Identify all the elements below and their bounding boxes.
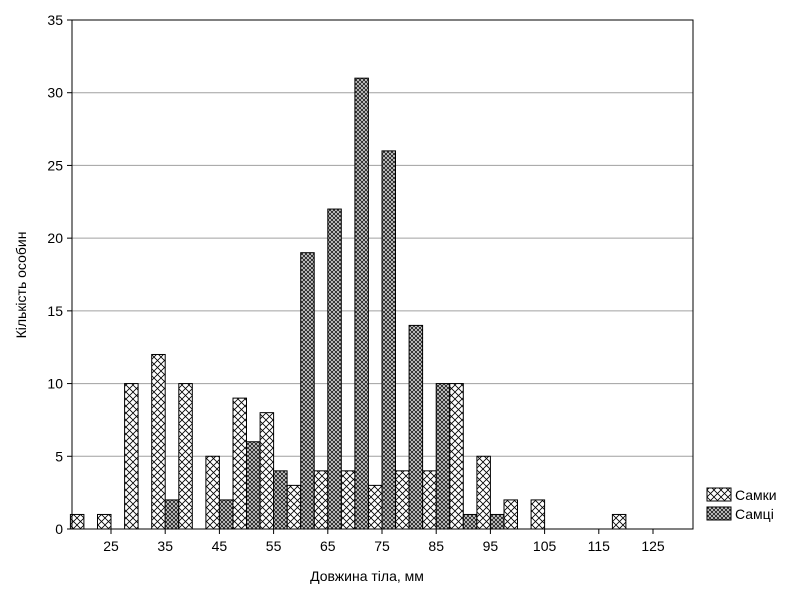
- x-tick-label: 85: [428, 538, 444, 554]
- x-tick-label: 105: [533, 538, 557, 554]
- y-tick-label: 5: [55, 448, 63, 464]
- bar-females: [395, 470, 410, 530]
- x-tick-label: 95: [483, 538, 499, 554]
- bar-males: [354, 77, 369, 530]
- bar-males: [327, 208, 342, 530]
- legend: Самки Самці: [706, 487, 777, 522]
- bar-females: [286, 484, 302, 530]
- x-tick-label: 125: [641, 538, 665, 554]
- bar-males: [408, 324, 424, 530]
- bar-males: [462, 513, 478, 530]
- bar-males: [218, 499, 234, 530]
- bar-females: [449, 383, 464, 530]
- bar-males: [381, 150, 396, 530]
- y-tick-label: 30: [47, 85, 63, 101]
- x-tick-label: 115: [588, 538, 611, 554]
- bar-females: [151, 353, 166, 530]
- bar-females: [611, 513, 627, 530]
- x-tick-label: 25: [103, 538, 119, 554]
- y-tick-label: 15: [47, 303, 63, 319]
- y-tick-label: 35: [47, 12, 63, 28]
- y-axis-ticks: 0 5 10 15 20 25 30 35: [47, 12, 72, 537]
- bar-females: [340, 470, 356, 530]
- bar-males: [164, 499, 180, 530]
- bar-females: [232, 397, 247, 530]
- x-tick-label: 55: [266, 538, 282, 554]
- x-tick-label: 65: [320, 538, 336, 554]
- x-tick-label: 75: [374, 538, 390, 554]
- legend-label-males: Самці: [735, 506, 774, 522]
- bar-females: [205, 455, 220, 530]
- y-tick-label: 10: [47, 376, 63, 392]
- bar-females: [97, 513, 112, 530]
- bar-males: [300, 252, 315, 530]
- x-axis-ticks: 25 35 45 55 65 75 85 95 105 115 125: [103, 529, 665, 554]
- bar-females: [503, 499, 518, 530]
- bar-females: [422, 470, 437, 530]
- bar-males: [489, 513, 505, 530]
- bar-females: [368, 484, 383, 530]
- legend-swatch-females: [706, 487, 732, 502]
- bar-males: [246, 441, 261, 530]
- x-tick-label: 45: [212, 538, 228, 554]
- legend-label-females: Самки: [735, 487, 777, 503]
- y-axis-title: Кількість особин: [13, 232, 29, 339]
- bar-females: [178, 383, 193, 530]
- bars: [69, 77, 627, 530]
- bar-males: [273, 470, 288, 530]
- bar-females: [530, 499, 546, 530]
- bar-males: [435, 383, 451, 530]
- x-axis-title: Довжина тіла, мм: [310, 568, 424, 584]
- bar-females: [259, 412, 275, 530]
- y-tick-label: 0: [55, 521, 63, 537]
- legend-swatch-males: [706, 506, 732, 521]
- bar-females: [476, 455, 491, 530]
- y-tick-label: 25: [47, 157, 63, 173]
- bar-females: [124, 383, 139, 530]
- x-tick-label: 35: [157, 538, 173, 554]
- bar-females: [313, 470, 329, 530]
- y-tick-label: 20: [47, 230, 63, 246]
